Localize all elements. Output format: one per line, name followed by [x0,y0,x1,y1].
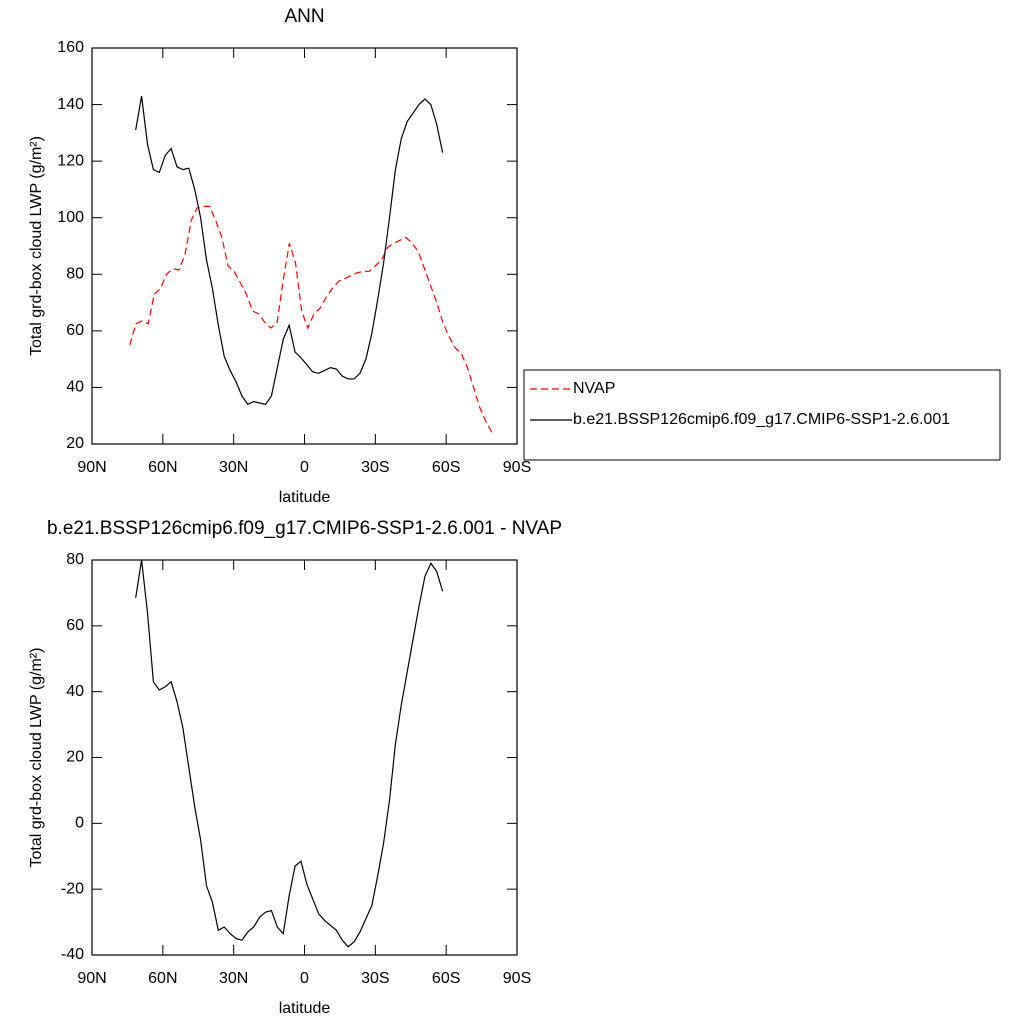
y-tick-label: 40 [66,683,84,700]
y-tick-label: 0 [75,815,84,832]
y-tick-label: 40 [66,379,84,396]
x-tick-label: 90N [77,970,106,987]
x-tick-label: 30N [219,459,248,476]
x-axis-label: latitude [279,1000,331,1017]
x-tick-label: 90N [77,459,106,476]
y-tick-label: 80 [66,266,84,283]
y-tick-label: 100 [57,209,84,226]
y-tick-label: 20 [66,749,84,766]
data-line [135,559,444,948]
x-tick-label: 0 [300,459,309,476]
legend-box [523,369,1001,461]
x-tick-label: 30N [219,970,248,987]
chart-title: ANN [284,6,324,27]
plot: ANN latitude Total grd-box cloud LWP (g/m²… [28,6,1001,506]
x-tick-label: 60N [148,459,177,476]
x-tick-label: 30S [361,459,389,476]
plot-frame [91,47,518,445]
y-axis-label: Total grd-box cloud LWP (g/m²) [28,648,45,868]
y-tick-label: 80 [66,551,84,568]
chart-title: b.e21.BSSP126cmip6.f09_g17.CMIP6-SSP1-2.… [47,518,562,539]
data-line [129,205,493,433]
plot-frame [91,559,518,956]
legend-label: NVAP [573,380,615,397]
y-tick-label: 160 [57,39,84,56]
x-tick-label: 90S [503,459,531,476]
data-line [135,95,444,406]
x-tick-label: 60S [432,459,460,476]
y-tick-label: 140 [57,96,84,113]
x-tick-label: 0 [300,970,309,987]
y-tick-label: 120 [57,152,84,169]
y-tick-label: 60 [66,617,84,634]
x-tick-label: 90S [503,970,531,987]
y-tick-label: -40 [61,946,84,963]
x-tick-label: 60N [148,970,177,987]
y-tick-label: -20 [61,880,84,897]
plot: b.e21.BSSP126cmip6.f09_g17.CMIP6-SSP1-2.… [28,518,562,1017]
y-axis-label: Total grd-box cloud LWP (g/m²) [28,136,45,356]
legend-label: b.e21.BSSP126cmip6.f09_g17.CMIP6-SSP1-2.… [573,411,950,428]
y-tick-label: 60 [66,322,84,339]
x-tick-label: 30S [361,970,389,987]
y-tick-label: 20 [66,435,84,452]
x-axis-label: latitude [279,489,331,506]
x-tick-label: 60S [432,970,460,987]
